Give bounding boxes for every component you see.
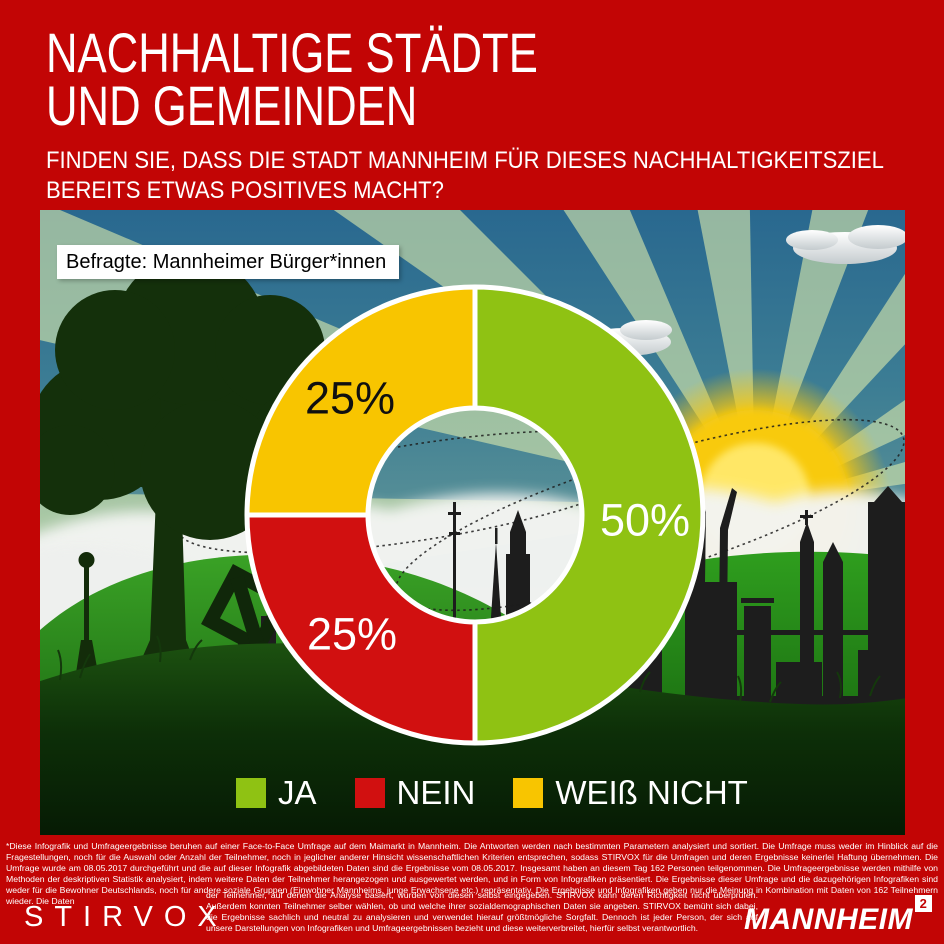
legend-label-nein: NEIN	[396, 774, 476, 811]
donut-chart: 50% 25% 25%	[244, 284, 706, 746]
mannheim-exponent: 2	[919, 896, 928, 911]
mannheim-logo: MANNHEIM 2	[744, 895, 932, 937]
legend-swatch-ja	[236, 778, 266, 808]
segment-label-weiss-nicht: 25%	[305, 373, 395, 424]
legend-item-weiss-nicht: WEIß NICHT	[513, 774, 748, 812]
legend-swatch-nein	[354, 778, 385, 808]
legend-item-nein: NEIN	[354, 774, 476, 812]
stirvox-logo: STIRVOX	[24, 901, 228, 933]
segment-label-nein: 25%	[307, 609, 397, 660]
legend-label-ja: JA	[278, 774, 317, 811]
small-tower-silhouette	[76, 552, 98, 673]
mannheim-logo-text: MANNHEIM	[744, 903, 913, 936]
question-line-1: FINDEN SIE, DASS DIE STADT MANNHEIM FÜR …	[46, 147, 884, 174]
page-title: NACHHALTIGE STÄDTE UND GEMEINDEN	[46, 21, 732, 137]
donut-segment-weiss-nicht	[244, 284, 478, 518]
header: NACHHALTIGE STÄDTE UND GEMEINDEN FINDEN …	[46, 21, 926, 206]
survey-question: FINDEN SIE, DASS DIE STADT MANNHEIM FÜR …	[46, 146, 884, 206]
question-line-2: BEREITS ETWAS POSITIVES MACHT?	[46, 177, 444, 204]
title-line-2: UND GEMEINDEN	[46, 74, 418, 137]
legend-item-ja: JA	[236, 774, 317, 812]
mannheim-squared-badge: 2	[915, 895, 932, 912]
legend-swatch-weiss-nicht	[513, 778, 544, 808]
segment-label-ja: 50%	[600, 495, 690, 546]
cloud-icon	[579, 225, 905, 356]
disclaimer-text-1: *Diese Infografik und Umfrageergebnisse …	[6, 841, 938, 906]
donut-segment-ja	[472, 284, 706, 746]
disclaimer-text-2: der Teilnehmer, auf denen die Analyse ba…	[206, 890, 758, 933]
title-line-1: NACHHALTIGE STÄDTE	[46, 21, 538, 84]
respondents-label-box: Befragte: Mannheimer Bürger*innen	[57, 245, 399, 279]
legend-label-weiss-nicht: WEIß NICHT	[555, 774, 748, 811]
illustration-scene: 50% 25% 25% Befragte: Mannheimer Bürger*…	[40, 210, 905, 835]
respondents-label: Befragte: Mannheimer Bürger*innen	[66, 251, 387, 273]
donut-segment-nein	[244, 512, 478, 746]
chart-legend: JA NEIN WEIß NICHT	[236, 774, 748, 812]
